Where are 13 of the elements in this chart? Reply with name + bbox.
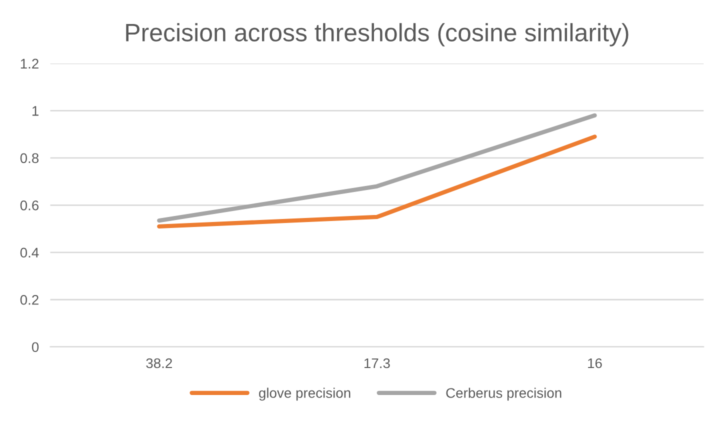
x-tick-label: 17.3 [364,358,390,368]
legend-label: glove precision [259,388,350,401]
x-tick-label: 16 [588,358,602,368]
y-tick-label: 0.6 [20,200,39,210]
y-tick-label: 1 [32,106,38,116]
legend-label: Cerberus precision [446,388,562,401]
chart-title: Precision across thresholds (cosine similarity) [126,23,628,46]
y-tick-label: 1.2 [20,58,38,68]
y-tick-label: 0.4 [20,248,39,258]
y-tick-label: 0 [32,342,39,352]
y-tick-label: 0.2 [20,294,38,305]
y-tick-label: 0.8 [20,153,39,164]
x-tick-label: 38.2 [146,358,172,368]
